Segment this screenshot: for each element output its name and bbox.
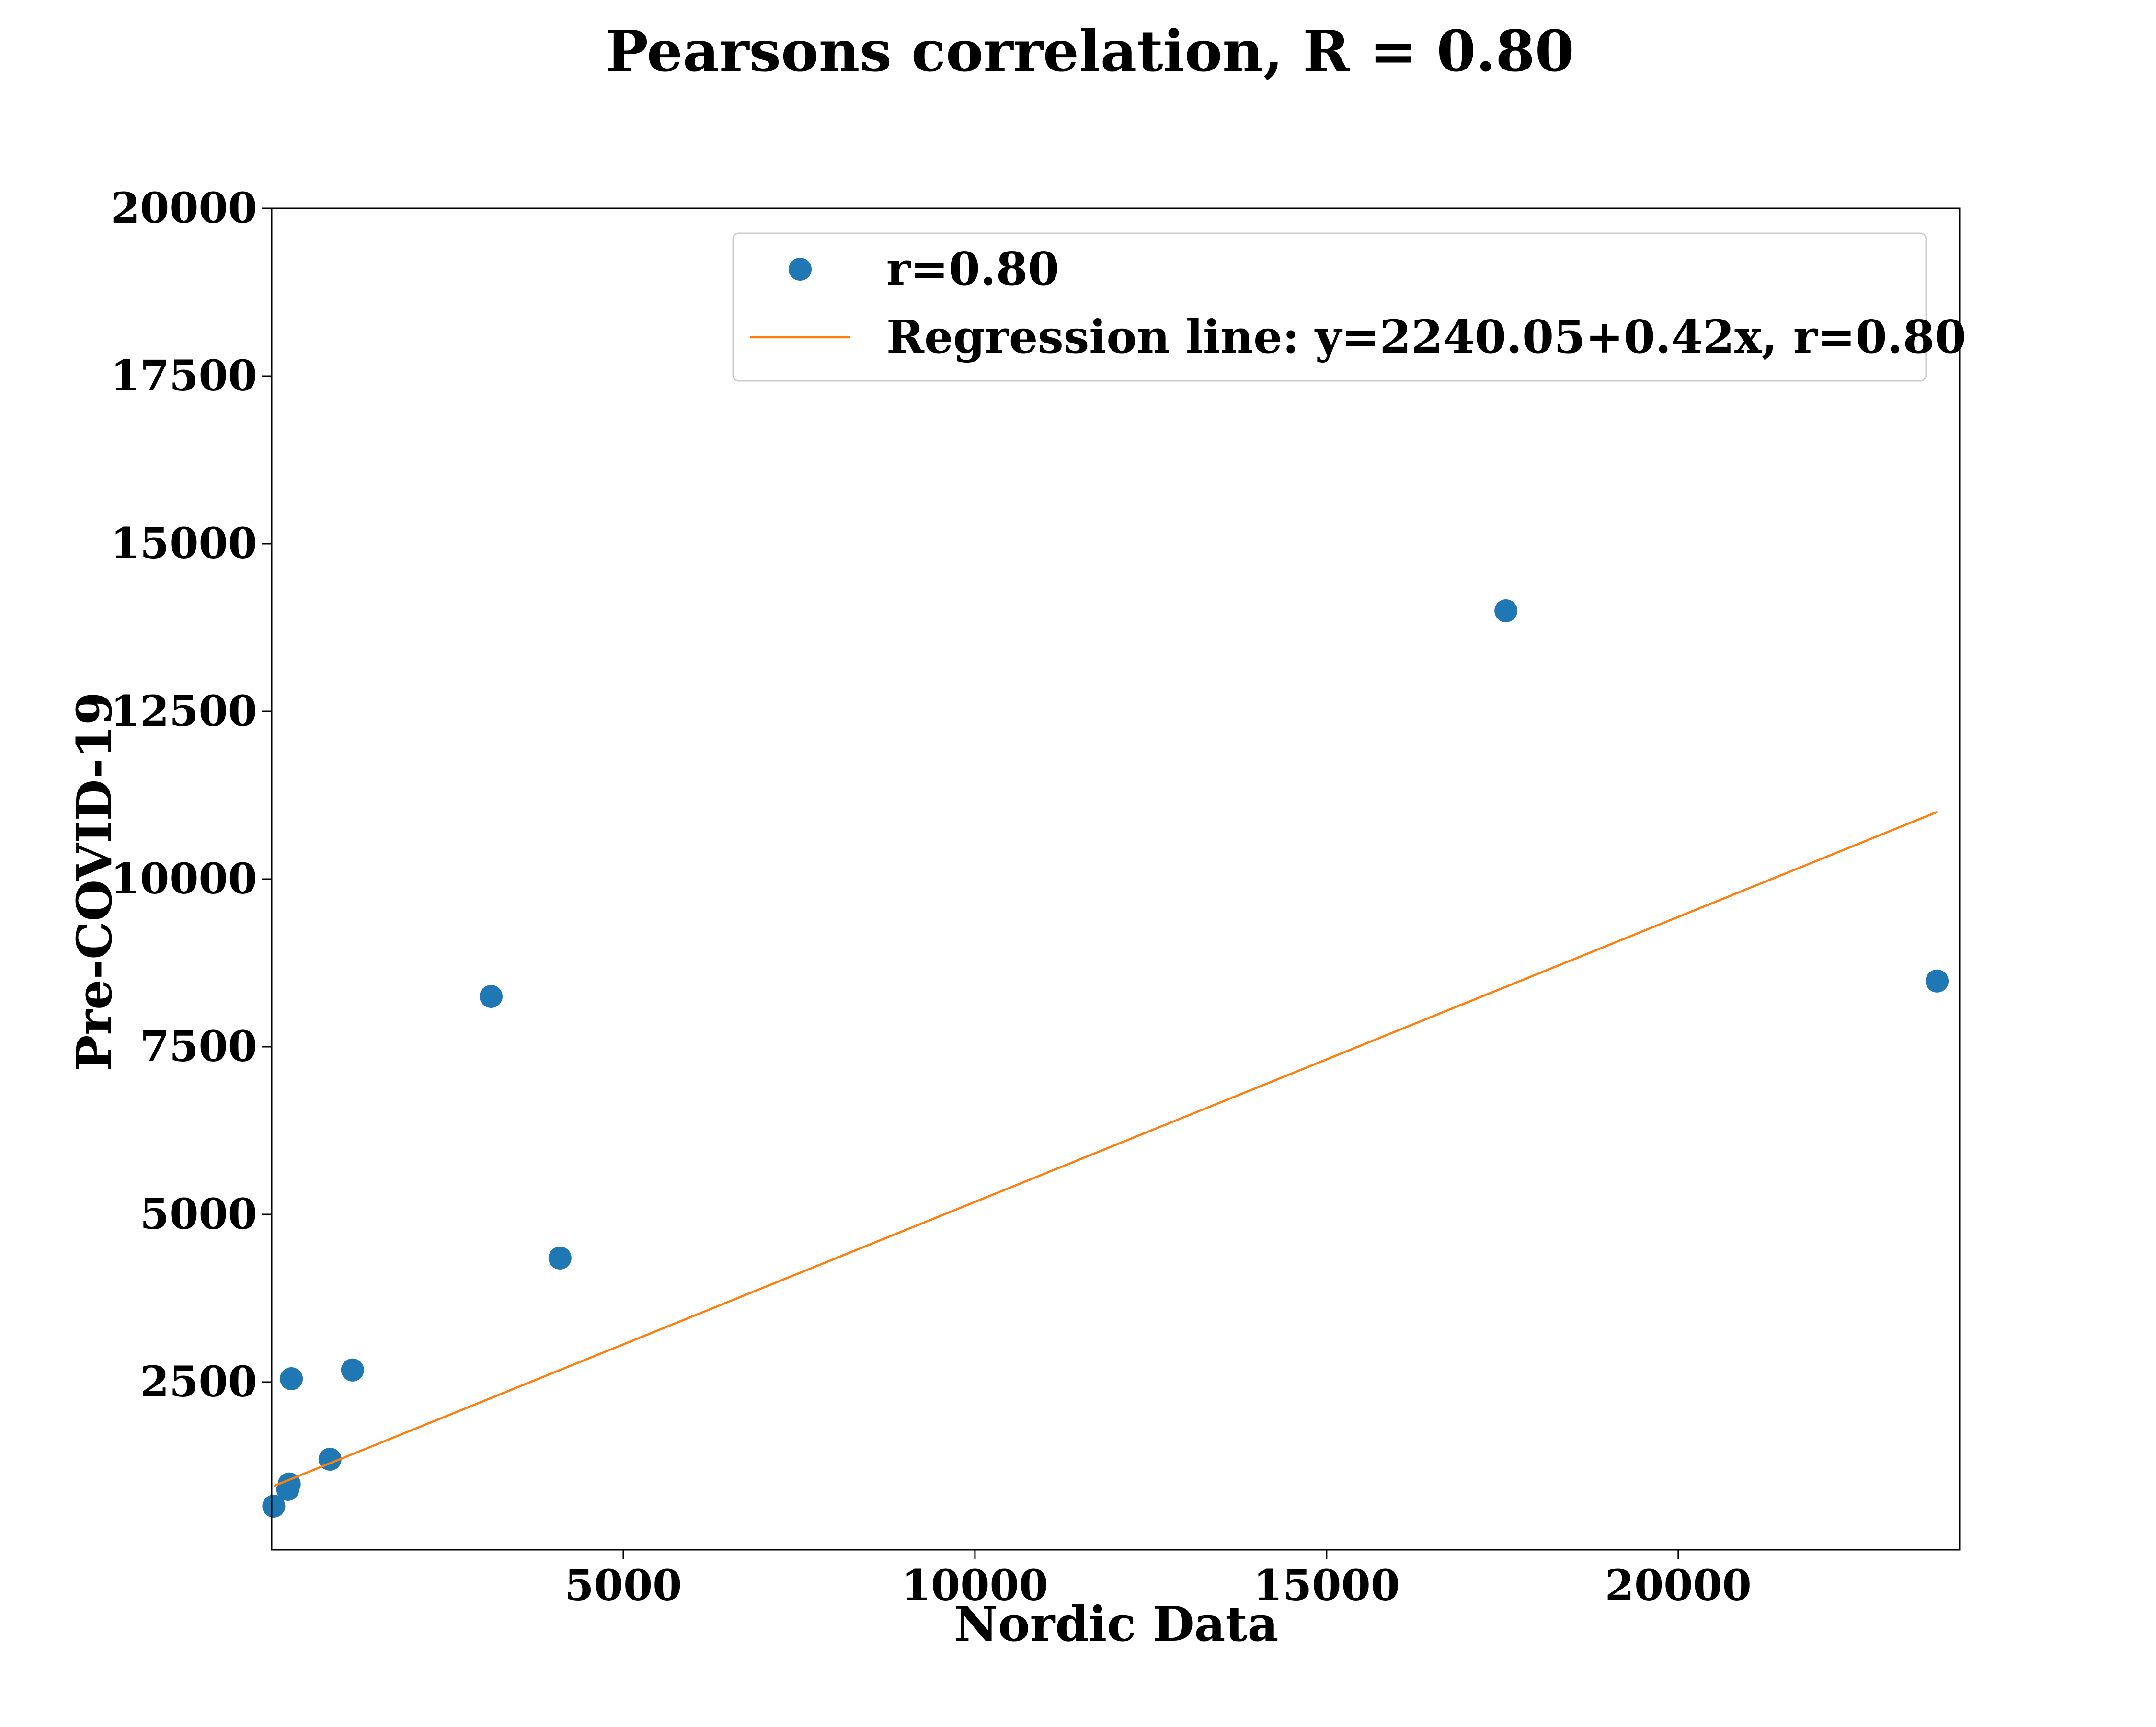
- legend-label: Regression line: y=2240.05+0.42x, r=0.80: [886, 310, 1966, 364]
- x-tick-label: 15000: [1253, 1560, 1400, 1610]
- legend: r=0.80 Regression line: y=2240.05+0.42x, …: [732, 232, 1966, 382]
- plot-frame: [271, 207, 1961, 1551]
- y-tick-label: 20000: [111, 183, 257, 233]
- y-tick-label: 7500: [140, 1021, 257, 1071]
- y-tick-label: 2500: [140, 1357, 257, 1407]
- y-tick-label: 12500: [111, 686, 257, 736]
- regression-line: [273, 811, 1938, 1487]
- x-tick-label: 20000: [1605, 1560, 1752, 1610]
- data-point: [280, 1367, 303, 1390]
- data-point: [1926, 969, 1949, 993]
- data-point: [341, 1358, 364, 1382]
- data-point: [479, 985, 503, 1008]
- x-tick-label: 10000: [902, 1560, 1048, 1610]
- y-tick-label: 5000: [140, 1189, 257, 1239]
- x-tick-label: 5000: [564, 1560, 682, 1610]
- y-tick-label: 15000: [111, 518, 257, 568]
- legend-box: [732, 232, 1927, 382]
- data-point: [262, 1495, 286, 1518]
- y-tick-label: 10000: [111, 854, 257, 904]
- plot-area: 5000 10000 15000 20000 2500 5000 7500 10000 1250…: [111, 183, 1961, 1610]
- legend-label: r=0.80: [886, 242, 1059, 296]
- data-point: [548, 1247, 572, 1270]
- x-axis-label: Nordic Data: [954, 1596, 1279, 1652]
- y-tick-label: 17500: [111, 351, 257, 400]
- legend-point-marker: [789, 258, 812, 281]
- chart-title: Pearsons correlation, R = 0.80: [606, 18, 1574, 84]
- data-point: [1494, 599, 1518, 622]
- y-axis-label: Pre-COVID-19: [66, 692, 123, 1071]
